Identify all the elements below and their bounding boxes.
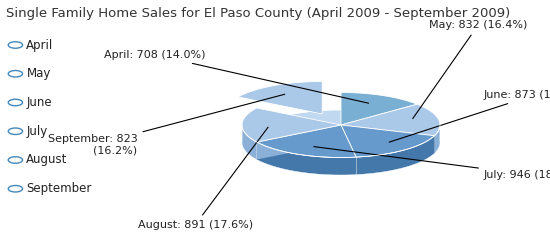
Polygon shape [341, 92, 417, 125]
Polygon shape [257, 142, 356, 175]
Text: May: 832 (16.4%): May: 832 (16.4%) [412, 20, 527, 118]
Text: April: 708 (14.0%): April: 708 (14.0%) [104, 50, 368, 103]
Polygon shape [242, 108, 341, 142]
Polygon shape [238, 82, 322, 114]
Text: August: August [26, 154, 68, 166]
Polygon shape [341, 125, 434, 157]
Polygon shape [257, 125, 341, 160]
Polygon shape [341, 104, 440, 136]
Text: July: 946 (18.6%): July: 946 (18.6%) [314, 146, 550, 180]
Text: August: 891 (17.6%): August: 891 (17.6%) [138, 127, 268, 230]
Polygon shape [242, 124, 257, 160]
Polygon shape [356, 136, 434, 174]
Text: September: September [26, 182, 92, 195]
Text: May: May [26, 67, 51, 80]
Polygon shape [341, 125, 434, 153]
Polygon shape [341, 125, 434, 153]
Ellipse shape [242, 110, 440, 175]
Text: September: 823
(16.2%): September: 823 (16.2%) [48, 94, 285, 156]
Polygon shape [257, 125, 356, 158]
Polygon shape [341, 125, 356, 174]
Polygon shape [434, 124, 440, 153]
Text: July: July [26, 125, 48, 138]
Text: Single Family Home Sales for El Paso County (April 2009 - September 2009): Single Family Home Sales for El Paso Cou… [6, 8, 510, 20]
Polygon shape [341, 125, 356, 174]
Text: June: 873 (17.2%): June: 873 (17.2%) [389, 90, 550, 142]
Polygon shape [257, 125, 341, 160]
Text: June: June [26, 96, 52, 109]
Text: April: April [26, 38, 54, 52]
